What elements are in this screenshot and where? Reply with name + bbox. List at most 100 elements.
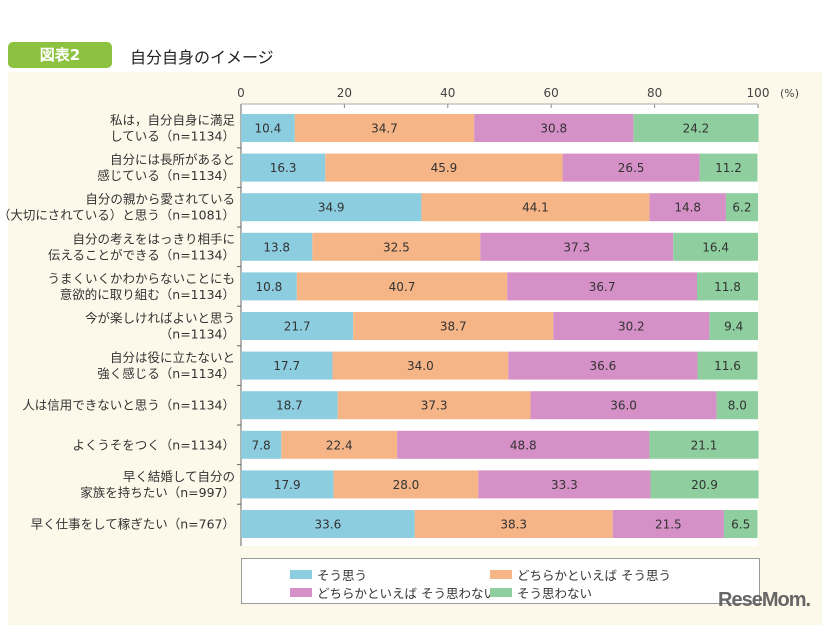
data-label: 13.8 [263,240,290,254]
x-tick-label: 0 [237,86,245,100]
x-tick-label: 100 [747,86,770,100]
bar-segment [241,153,326,182]
data-label: 24.2 [683,122,710,136]
bar-segment [241,510,415,538]
bar-segment [241,391,338,420]
data-label: 26.5 [618,161,645,175]
bar-segment [337,391,531,420]
bar-segment [553,312,710,340]
bar-segment [699,153,758,182]
bar-segment [241,430,282,459]
data-label: 34.0 [407,359,434,373]
category-label: している（n=1134） [110,129,235,144]
legend-swatch [490,588,512,597]
category-label: 感じている（n=1134） [97,168,235,183]
legend-item: どちらかといえば そう思う [490,565,671,584]
x-tick-label: 20 [337,86,352,100]
data-label: 18.7 [276,399,303,413]
data-label: 7.8 [252,438,271,452]
data-label: 28.0 [393,478,420,492]
data-label: 11.8 [714,280,741,294]
data-label: 30.2 [618,320,645,334]
data-label: 40.7 [389,280,416,294]
bar-segment [332,351,509,380]
data-label: 34.9 [318,201,345,215]
data-label: 36.0 [610,399,637,413]
bar-segment [725,193,758,222]
bar-segment [241,114,295,142]
data-label: 30.8 [540,122,567,136]
data-label: 36.6 [590,359,617,373]
bar-segment [673,232,758,261]
figure-badge: 図表2 [8,42,112,68]
legend-item: そう思う [290,565,367,584]
bar-segment [696,272,758,301]
bar-segment [650,470,759,499]
x-tick-label: 80 [647,86,662,100]
data-label: 16.4 [702,240,729,254]
bar-segment [649,193,726,222]
data-label: 21.7 [284,320,311,334]
bar-segment [241,351,333,380]
data-label: 36.7 [589,280,616,294]
bar-segment [508,351,698,380]
data-label: 8.0 [728,399,747,413]
legend-label: どちらかといえば そう思わない [317,586,496,601]
legend-label: そう思わない [517,586,593,601]
bar-segment [649,430,759,459]
category-label: 自分は役に立たないと [110,350,235,365]
category-label: 意欲的に取り組む（n=1134） [60,287,235,302]
bar-segment [241,232,313,261]
resemom-logo: ReseMom. [718,589,811,611]
bar-segment [296,272,508,301]
legend-swatch [490,570,512,579]
category-label: うまくいくかわからないことにも [47,271,235,286]
data-label: 17.7 [273,359,300,373]
data-label: 34.7 [371,122,398,136]
data-label: 6.5 [731,518,750,532]
bar-segment [530,391,717,420]
bar-segment [414,510,613,538]
data-label: 48.8 [510,438,537,452]
data-label: 45.9 [431,161,458,175]
data-label: 38.7 [440,320,467,334]
category-label: 早く結婚して自分の [123,469,235,484]
data-label: 37.3 [563,240,590,254]
legend: そう思う どちらかといえば そう思う どちらかといえば そう思わない そう思わな… [241,558,760,604]
legend-swatch [290,588,312,597]
data-label: 10.8 [256,280,283,294]
data-label: 9.4 [724,320,743,334]
bar-segment [281,430,398,459]
data-label: 21.1 [691,438,718,452]
data-label: 10.4 [255,122,282,136]
bar-segment [723,510,758,538]
data-label: 38.3 [500,518,527,532]
category-label: 伝えることができる（n=1134） [48,247,235,262]
data-label: 11.6 [714,359,741,373]
bar-segment [612,510,724,538]
chart-title: 自分自身のイメージ [130,48,274,67]
data-label: 14.8 [674,201,701,215]
data-label: 21.5 [655,518,682,532]
data-label: 16.3 [270,161,297,175]
category-label: 自分には長所があると [110,152,235,167]
category-label: （大切にされている）と思う（n=1081） [0,208,235,223]
data-label: 33.6 [314,518,341,532]
category-label: 自分の親から愛されている [85,192,235,207]
x-tick-label: 40 [440,86,455,100]
bar-segment [478,470,651,499]
bar-segment [241,470,334,499]
bar-segment [241,193,422,222]
bar-segment [333,470,479,499]
category-label: 今が楽しければよいと思う [85,311,235,326]
category-label: 家族を持ちたい（n=997） [80,485,235,500]
bar-segment [325,153,563,182]
category-label: 人は信用できないと思う（n=1134） [22,398,235,413]
category-label: 強く感じる（n=1134） [97,366,235,381]
legend-item: どちらかといえば そう思わない [290,583,496,602]
bar-segment [241,312,354,340]
bar-segment [397,430,650,459]
unit-label: (%) [780,87,799,100]
data-label: 22.4 [326,438,353,452]
data-label: 32.5 [383,240,410,254]
